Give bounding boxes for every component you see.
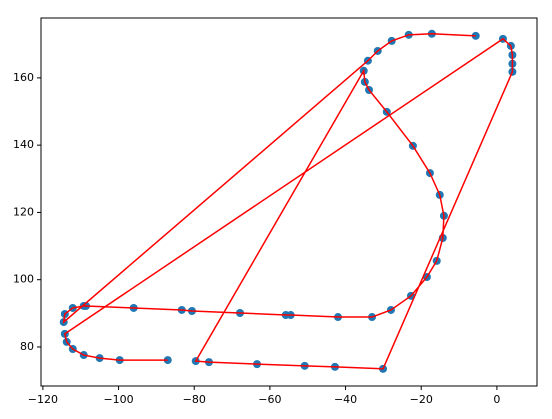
axes-frame bbox=[40, 17, 538, 387]
x-tick-label: −120 bbox=[28, 393, 58, 406]
y-tick-label: 100 bbox=[13, 273, 34, 286]
y-tick-label: 120 bbox=[13, 205, 34, 218]
x-tick-label: 0 bbox=[493, 393, 500, 406]
x-tick-label: −100 bbox=[103, 393, 133, 406]
y-tick-label: 160 bbox=[13, 71, 34, 84]
x-tick-label: −80 bbox=[183, 393, 206, 406]
x-tick-label: −20 bbox=[410, 393, 433, 406]
x-tick-label: −40 bbox=[334, 393, 357, 406]
y-tick-label: 80 bbox=[20, 340, 34, 353]
line bbox=[62, 33, 514, 370]
x-tick-label: −60 bbox=[258, 393, 281, 406]
y-tick-label: 140 bbox=[13, 138, 34, 151]
